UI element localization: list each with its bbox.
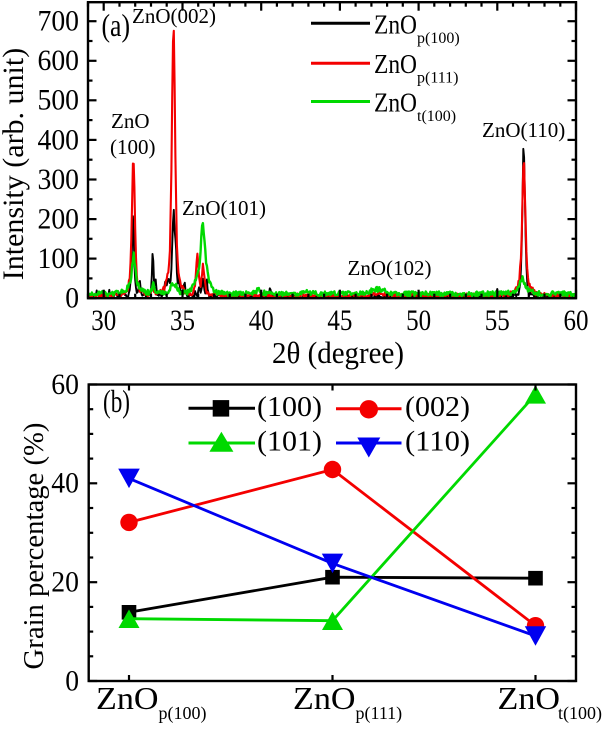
svg-text:(110): (110) [405,427,470,458]
svg-text:ZnO: ZnO [96,680,159,716]
svg-text:2θ (degree): 2θ (degree) [272,335,404,370]
svg-text:(002): (002) [405,392,470,423]
svg-text:200: 200 [38,203,80,236]
svg-text:55: 55 [485,304,510,337]
svg-text:30: 30 [91,304,116,337]
svg-text:ZnO(102): ZnO(102) [348,256,432,280]
svg-text:ZnOp(100): ZnOp(100) [374,9,460,47]
svg-text:600: 600 [38,44,80,77]
svg-text:0: 0 [65,664,79,697]
svg-text:(b): (b) [103,383,130,419]
svg-text:(a): (a) [102,7,131,43]
svg-text:40: 40 [249,304,274,337]
svg-text:t(100): t(100) [558,703,602,724]
svg-text:50: 50 [406,304,431,337]
svg-text:ZnO(110): ZnO(110) [482,118,565,142]
svg-text:(101): (101) [257,427,322,458]
svg-text:(100): (100) [110,135,156,159]
svg-text:35: 35 [170,304,195,337]
svg-text:60: 60 [564,304,589,337]
svg-text:ZnO: ZnO [293,680,356,716]
svg-text:400: 400 [38,123,80,156]
svg-text:300: 300 [38,163,80,196]
svg-text:700: 700 [38,5,80,38]
svg-text:ZnO(002): ZnO(002) [132,4,216,28]
svg-text:ZnO: ZnO [111,109,150,133]
svg-text:ZnO: ZnO [498,680,561,716]
svg-text:60: 60 [51,368,79,401]
svg-text:Intensity (arb. unit): Intensity (arb. unit) [0,48,30,280]
svg-text:ZnOp(111): ZnOp(111) [374,49,458,87]
svg-text:Grain percentage (%): Grain percentage (%) [18,423,50,670]
svg-text:(100): (100) [257,392,322,423]
svg-text:20: 20 [51,566,79,599]
svg-text:500: 500 [38,84,80,117]
svg-text:p(111): p(111) [356,703,403,724]
svg-text:45: 45 [327,304,352,337]
svg-text:0: 0 [65,282,79,315]
svg-text:ZnO(101): ZnO(101) [182,196,266,220]
svg-text:ZnOt(100): ZnOt(100) [374,87,456,125]
svg-text:100: 100 [38,242,80,275]
svg-text:p(100): p(100) [159,703,207,724]
svg-text:40: 40 [51,467,79,500]
